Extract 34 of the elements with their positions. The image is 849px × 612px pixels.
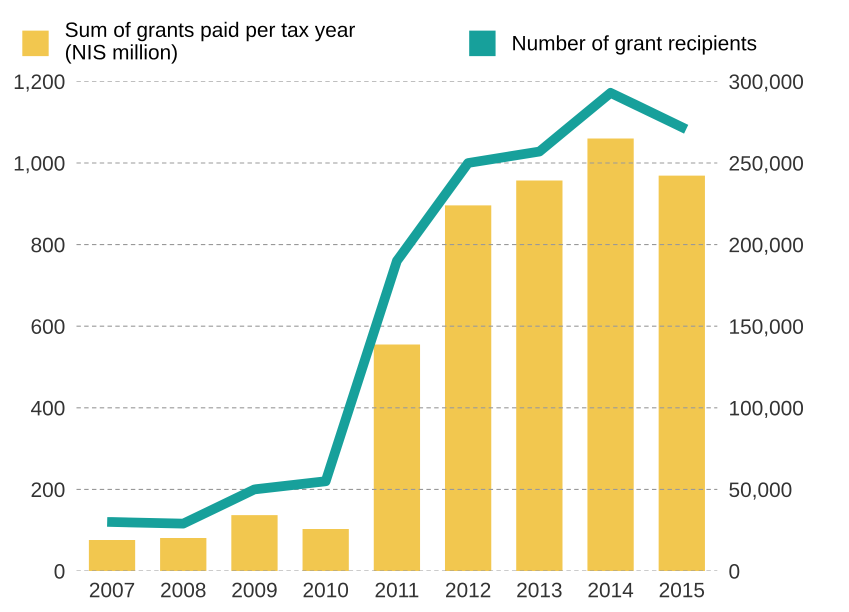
bar bbox=[444, 205, 492, 571]
y-tick-label: 1,000 bbox=[14, 156, 64, 174]
x-tick-label: 2009 bbox=[232, 582, 277, 598]
y2-tick-label: 200,000 bbox=[730, 238, 804, 255]
y2-tick-label: 150,000 bbox=[730, 319, 804, 336]
bar bbox=[231, 515, 278, 571]
y2-tick-label: 0 bbox=[729, 564, 740, 579]
x-tick-label: 2014 bbox=[588, 582, 634, 598]
bar bbox=[374, 344, 420, 571]
y2-tick-label: 300,000 bbox=[729, 74, 804, 92]
x-tick-label: 2013 bbox=[517, 582, 562, 598]
x-tick-label: 2007 bbox=[90, 582, 134, 598]
bar bbox=[658, 176, 705, 571]
bar bbox=[302, 528, 349, 571]
y2-tick-label: 100,000 bbox=[730, 400, 804, 418]
bar bbox=[587, 138, 634, 571]
x-tick-label: 2010 bbox=[304, 582, 348, 598]
y-tick-label: 0 bbox=[54, 564, 64, 579]
legend-label: Number of grant recipients bbox=[513, 35, 756, 55]
y2-tick-label: 50,000 bbox=[729, 482, 792, 500]
legend-label: Sum of grants paid per tax year (NIS million) bbox=[66, 22, 355, 64]
y-tick-label: 1,200 bbox=[14, 74, 64, 92]
bar bbox=[160, 538, 206, 571]
y-tick-label: 200 bbox=[32, 482, 64, 498]
y-tick-label: 800 bbox=[31, 238, 64, 252]
x-tick-label: 2008 bbox=[161, 582, 206, 598]
y-tick-label: 600 bbox=[32, 319, 64, 334]
x-tick-label: 2012 bbox=[446, 582, 490, 598]
bar bbox=[88, 540, 136, 571]
x-tick-label: 2015 bbox=[660, 582, 704, 598]
bar bbox=[516, 180, 562, 571]
y2-tick-label: 250,000 bbox=[730, 156, 804, 174]
y-tick-label: 400 bbox=[31, 400, 64, 416]
x-tick-label: 2011 bbox=[376, 582, 418, 598]
